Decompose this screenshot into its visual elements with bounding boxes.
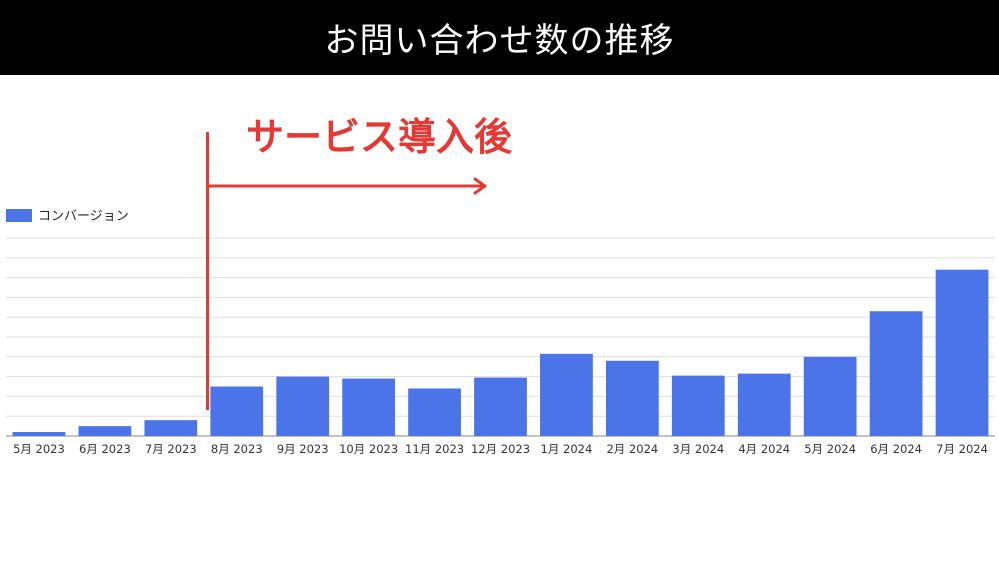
x-tick-labels: 5月 2023 6月 2023 7月 2023 8月 2023 9月 2023 10月 2… (13, 442, 988, 456)
gridlines (6, 237, 995, 437)
title-bar: お問い合わせ数の推移 (0, 0, 999, 75)
x-tick-label: 1月 2024 (541, 442, 593, 456)
x-tick-label: 7月 2023 (145, 442, 197, 456)
bar (408, 388, 461, 436)
x-tick-label: 6月 2023 (79, 442, 131, 456)
bar (671, 375, 725, 436)
bar (210, 386, 264, 436)
bar (276, 376, 330, 436)
x-tick-label: 5月 2024 (804, 442, 856, 456)
bar (737, 373, 791, 436)
x-tick-label: 9月 2023 (277, 442, 329, 456)
x-tick-label: 2月 2024 (606, 442, 658, 456)
bar (12, 432, 66, 436)
bar (605, 360, 659, 436)
x-tick-label: 5月 2023 (13, 442, 65, 456)
bar (342, 378, 396, 436)
bar (78, 426, 132, 436)
conversion-bar-chart: 5月 2023 6月 2023 7月 2023 8月 2023 9月 2023 10月 2… (6, 115, 995, 456)
arrow-head-icon (473, 177, 487, 195)
x-tick-label: 11月 2023 (405, 442, 464, 456)
x-tick-label: 4月 2024 (738, 442, 790, 456)
x-tick-label: 8月 2023 (211, 442, 263, 456)
bar (869, 311, 923, 436)
bar (803, 356, 857, 436)
x-tick-label: 6月 2024 (870, 442, 922, 456)
service-intro-annotation: サービス導入後 (206, 115, 513, 410)
x-tick-label: 3月 2024 (672, 442, 724, 456)
x-tick-label: 10月 2023 (339, 442, 398, 456)
bar (540, 353, 593, 436)
x-tick-label: 7月 2024 (936, 442, 988, 456)
service-intro-label: サービス導入後 (246, 115, 513, 159)
bar (144, 420, 198, 436)
x-tick-label: 12月 2023 (471, 442, 530, 456)
legend-swatch (6, 209, 32, 222)
legend-label: コンバージョン (38, 209, 129, 224)
bar (474, 377, 527, 436)
legend: コンバージョン (6, 209, 129, 224)
bars (12, 269, 989, 436)
bar (935, 269, 989, 436)
page-title: お問い合わせ数の推移 (324, 21, 675, 61)
